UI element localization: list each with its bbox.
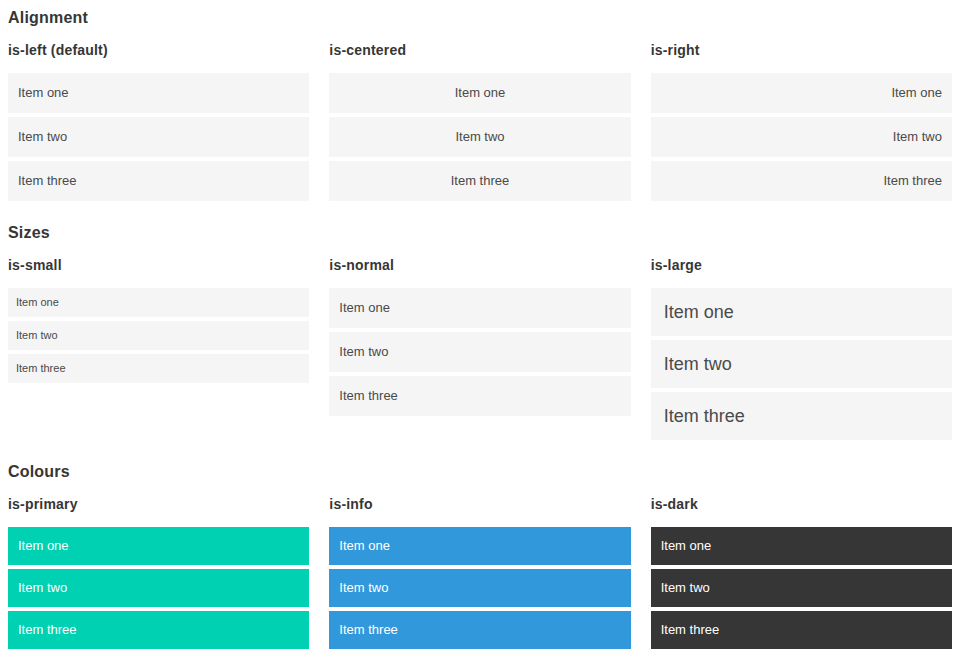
block-list-is-right: Item one Item two Item three <box>651 73 952 201</box>
column-is-dark: is-dark Item one Item two Item three <box>651 496 952 653</box>
block-list-is-primary: Item one Item two Item three <box>8 527 309 649</box>
section-title: Sizes <box>8 223 952 242</box>
block-list-is-small: Item one Item two Item three <box>8 288 309 383</box>
block-list-is-centered: Item one Item two Item three <box>329 73 630 201</box>
list-item: Item two <box>651 117 952 157</box>
demo-page: Alignment is-left (default) Item one Ite… <box>0 0 960 654</box>
block-list-is-dark: Item one Item two Item three <box>651 527 952 649</box>
variant-heading: is-right <box>651 42 952 59</box>
block-list-is-large: Item one Item two Item three <box>651 288 952 440</box>
column-is-left-default: is-left (default) Item one Item two Item… <box>8 42 309 205</box>
column-is-large: is-large Item one Item two Item three <box>651 257 952 444</box>
section-alignment: Alignment is-left (default) Item one Ite… <box>8 8 952 205</box>
variant-heading: is-primary <box>8 496 309 513</box>
list-item: Item one <box>329 73 630 113</box>
list-item: Item one <box>651 527 952 565</box>
list-item: Item three <box>651 392 952 440</box>
variant-heading: is-normal <box>329 257 630 274</box>
list-item: Item three <box>651 611 952 649</box>
list-item: Item one <box>8 73 309 113</box>
block-list-is-normal: Item one Item two Item three <box>329 288 630 416</box>
list-item: Item two <box>329 117 630 157</box>
list-item: Item one <box>329 527 630 565</box>
column-is-normal: is-normal Item one Item two Item three <box>329 257 630 444</box>
list-item: Item three <box>8 611 309 649</box>
variant-heading: is-small <box>8 257 309 274</box>
list-item: Item three <box>8 161 309 201</box>
column-is-centered: is-centered Item one Item two Item three <box>329 42 630 205</box>
list-item: Item two <box>651 569 952 607</box>
list-item: Item one <box>8 288 309 317</box>
variant-heading: is-centered <box>329 42 630 59</box>
list-item: Item three <box>329 161 630 201</box>
list-item: Item two <box>8 321 309 350</box>
list-item: Item two <box>651 340 952 388</box>
block-list-is-left: Item one Item two Item three <box>8 73 309 201</box>
section-title: Colours <box>8 462 952 481</box>
list-item: Item one <box>651 73 952 113</box>
list-item: Item two <box>329 332 630 372</box>
list-item: Item two <box>8 569 309 607</box>
list-item: Item two <box>329 569 630 607</box>
variant-heading: is-info <box>329 496 630 513</box>
column-is-primary: is-primary Item one Item two Item three <box>8 496 309 653</box>
variant-heading: is-dark <box>651 496 952 513</box>
list-item: Item one <box>8 527 309 565</box>
list-item: Item three <box>651 161 952 201</box>
block-list-is-info: Item one Item two Item three <box>329 527 630 649</box>
section-title: Alignment <box>8 8 952 27</box>
sizes-row: is-small Item one Item two Item three is… <box>8 257 952 444</box>
section-colours: Colours is-primary Item one Item two Ite… <box>8 462 952 653</box>
column-is-small: is-small Item one Item two Item three <box>8 257 309 444</box>
list-item: Item three <box>329 376 630 416</box>
variant-heading: is-left (default) <box>8 42 309 59</box>
list-item: Item one <box>651 288 952 336</box>
column-is-right: is-right Item one Item two Item three <box>651 42 952 205</box>
list-item: Item three <box>329 611 630 649</box>
list-item: Item one <box>329 288 630 328</box>
column-is-info: is-info Item one Item two Item three <box>329 496 630 653</box>
variant-heading: is-large <box>651 257 952 274</box>
colours-row: is-primary Item one Item two Item three … <box>8 496 952 653</box>
alignment-row: is-left (default) Item one Item two Item… <box>8 42 952 205</box>
list-item: Item three <box>8 354 309 383</box>
list-item: Item two <box>8 117 309 157</box>
section-sizes: Sizes is-small Item one Item two Item th… <box>8 223 952 444</box>
